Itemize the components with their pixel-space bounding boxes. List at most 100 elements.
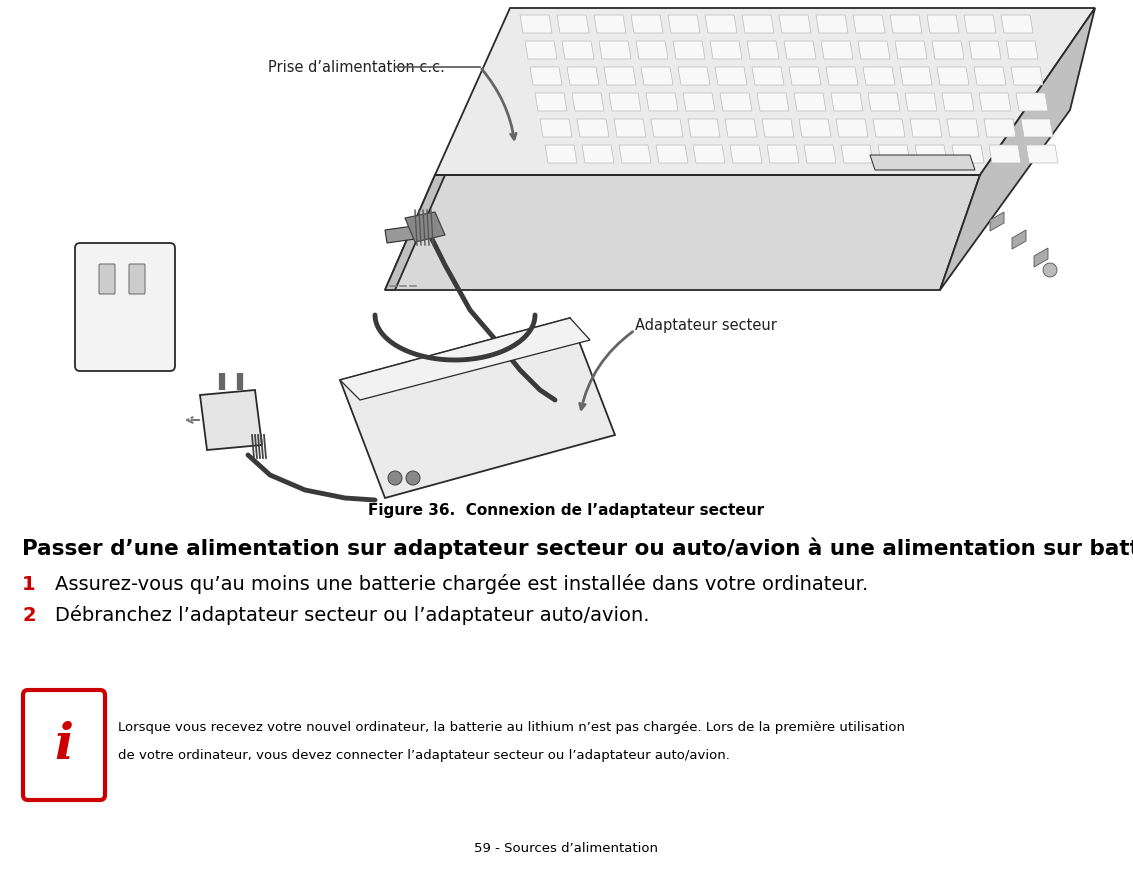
Polygon shape bbox=[830, 93, 863, 111]
Polygon shape bbox=[668, 15, 700, 33]
Polygon shape bbox=[836, 119, 868, 137]
Polygon shape bbox=[641, 67, 673, 85]
Polygon shape bbox=[952, 145, 983, 163]
Polygon shape bbox=[932, 41, 964, 59]
Polygon shape bbox=[693, 145, 725, 163]
Polygon shape bbox=[619, 145, 651, 163]
Polygon shape bbox=[683, 93, 715, 111]
Polygon shape bbox=[646, 93, 678, 111]
Polygon shape bbox=[900, 67, 932, 85]
Polygon shape bbox=[385, 175, 980, 290]
Polygon shape bbox=[678, 67, 710, 85]
Polygon shape bbox=[940, 8, 1094, 290]
Polygon shape bbox=[1034, 248, 1048, 267]
Polygon shape bbox=[715, 67, 747, 85]
Polygon shape bbox=[688, 119, 719, 137]
Polygon shape bbox=[983, 119, 1016, 137]
Text: i: i bbox=[54, 720, 74, 769]
Text: Passer d’une alimentation sur adaptateur secteur ou auto/avion à une alimentatio: Passer d’une alimentation sur adaptateur… bbox=[22, 537, 1133, 559]
FancyBboxPatch shape bbox=[75, 243, 174, 371]
Polygon shape bbox=[201, 390, 262, 450]
Polygon shape bbox=[757, 93, 789, 111]
Polygon shape bbox=[799, 119, 830, 137]
Polygon shape bbox=[767, 145, 799, 163]
Polygon shape bbox=[784, 41, 816, 59]
Polygon shape bbox=[863, 67, 895, 85]
Circle shape bbox=[387, 471, 402, 485]
Polygon shape bbox=[599, 41, 631, 59]
Polygon shape bbox=[974, 67, 1006, 85]
Polygon shape bbox=[636, 41, 668, 59]
Polygon shape bbox=[874, 119, 905, 137]
Polygon shape bbox=[804, 145, 836, 163]
FancyBboxPatch shape bbox=[99, 264, 116, 294]
Polygon shape bbox=[789, 67, 821, 85]
Polygon shape bbox=[705, 15, 736, 33]
Polygon shape bbox=[780, 15, 811, 33]
Polygon shape bbox=[841, 145, 874, 163]
Polygon shape bbox=[651, 119, 683, 137]
Polygon shape bbox=[927, 15, 959, 33]
Text: de votre ordinateur, vous devez connecter l’adaptateur secteur ou l’adaptateur a: de votre ordinateur, vous devez connecte… bbox=[118, 748, 730, 761]
Polygon shape bbox=[562, 41, 594, 59]
Polygon shape bbox=[1021, 119, 1053, 137]
Polygon shape bbox=[1011, 67, 1043, 85]
Polygon shape bbox=[937, 67, 969, 85]
Polygon shape bbox=[942, 93, 974, 111]
Polygon shape bbox=[1026, 145, 1058, 163]
Polygon shape bbox=[853, 15, 885, 33]
Polygon shape bbox=[594, 15, 627, 33]
Polygon shape bbox=[614, 119, 646, 137]
Polygon shape bbox=[340, 318, 590, 400]
Polygon shape bbox=[545, 145, 577, 163]
Polygon shape bbox=[631, 15, 663, 33]
Polygon shape bbox=[582, 145, 614, 163]
Polygon shape bbox=[730, 145, 763, 163]
Polygon shape bbox=[747, 41, 780, 59]
Polygon shape bbox=[610, 93, 641, 111]
Text: Assurez-vous qu’au moins une batterie chargée est installée dans votre ordinateu: Assurez-vous qu’au moins une batterie ch… bbox=[56, 574, 868, 594]
Text: 2: 2 bbox=[22, 605, 35, 625]
Polygon shape bbox=[1006, 41, 1038, 59]
Polygon shape bbox=[1000, 15, 1033, 33]
Polygon shape bbox=[858, 41, 891, 59]
Polygon shape bbox=[905, 93, 937, 111]
Polygon shape bbox=[870, 155, 976, 170]
Text: 59 - Sources d’alimentation: 59 - Sources d’alimentation bbox=[474, 841, 658, 854]
Polygon shape bbox=[826, 67, 858, 85]
FancyBboxPatch shape bbox=[23, 690, 105, 800]
Polygon shape bbox=[910, 119, 942, 137]
Polygon shape bbox=[577, 119, 610, 137]
Polygon shape bbox=[742, 15, 774, 33]
Polygon shape bbox=[979, 93, 1011, 111]
Polygon shape bbox=[566, 67, 599, 85]
Polygon shape bbox=[891, 15, 922, 33]
Polygon shape bbox=[752, 67, 784, 85]
Polygon shape bbox=[964, 15, 996, 33]
Polygon shape bbox=[673, 41, 705, 59]
Polygon shape bbox=[794, 93, 826, 111]
Polygon shape bbox=[969, 41, 1000, 59]
Polygon shape bbox=[990, 212, 1004, 231]
Polygon shape bbox=[435, 8, 1094, 175]
Polygon shape bbox=[656, 145, 688, 163]
Polygon shape bbox=[557, 15, 589, 33]
Polygon shape bbox=[878, 145, 910, 163]
Polygon shape bbox=[763, 119, 794, 137]
Polygon shape bbox=[385, 175, 445, 290]
Text: 1: 1 bbox=[22, 575, 35, 593]
Polygon shape bbox=[821, 41, 853, 59]
Text: Adaptateur secteur: Adaptateur secteur bbox=[634, 318, 777, 333]
Polygon shape bbox=[989, 145, 1021, 163]
Polygon shape bbox=[868, 93, 900, 111]
Polygon shape bbox=[719, 93, 752, 111]
Polygon shape bbox=[1012, 230, 1026, 249]
Polygon shape bbox=[520, 15, 552, 33]
Polygon shape bbox=[525, 41, 557, 59]
Polygon shape bbox=[947, 119, 979, 137]
Text: Lorsque vous recevez votre nouvel ordinateur, la batterie au lithium n’est pas c: Lorsque vous recevez votre nouvel ordina… bbox=[118, 720, 905, 733]
Polygon shape bbox=[535, 93, 566, 111]
Polygon shape bbox=[915, 145, 947, 163]
Text: Prise d’alimentation c.c.: Prise d’alimentation c.c. bbox=[269, 59, 445, 75]
Polygon shape bbox=[530, 67, 562, 85]
